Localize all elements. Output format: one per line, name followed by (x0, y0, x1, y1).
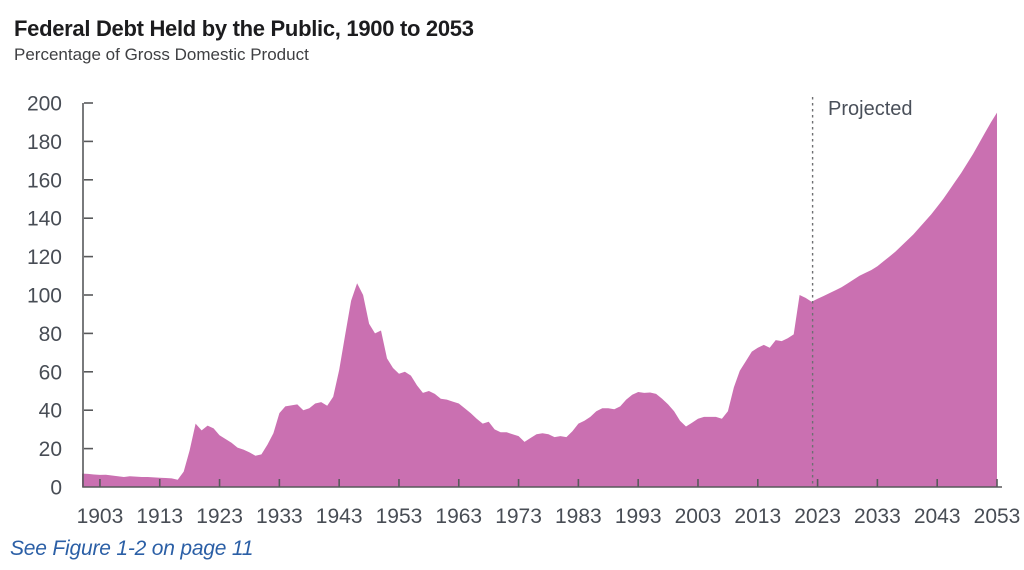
y-tick-label: 120 (27, 246, 62, 269)
x-tick-label: 2033 (854, 505, 901, 528)
debt-chart-svg: 0 20 40 60 80 100 120 140 160 180 200 1903 1913 1923 1… (27, 93, 1020, 529)
area-series-group (82, 112, 997, 487)
y-tick-label: 80 (39, 323, 62, 346)
y-tick-label: 180 (27, 131, 62, 154)
x-tick-label: 1993 (615, 505, 662, 528)
x-tick-label: 2043 (914, 505, 961, 528)
x-tick-label: 1953 (376, 505, 423, 528)
y-tick-label: 40 (39, 400, 62, 423)
chart-subtitle: Percentage of Gross Domestic Product (14, 45, 309, 64)
projected-label: Projected (828, 98, 913, 120)
debt-area (82, 112, 997, 487)
x-tick-label: 1923 (196, 505, 243, 528)
y-tick-label: 20 (39, 438, 62, 461)
x-tick-label: 2013 (734, 505, 781, 528)
x-tick-label: 2053 (974, 505, 1021, 528)
y-tick-label: 160 (27, 169, 62, 192)
y-tick-label: 100 (27, 285, 62, 308)
x-tick-label: 2003 (675, 505, 722, 528)
x-tick-label: 1903 (77, 505, 124, 528)
x-tick-label: 1973 (495, 505, 542, 528)
y-tick-label: 200 (27, 93, 62, 116)
y-tick-label: 60 (39, 361, 62, 384)
figure-reference-link[interactable]: See Figure 1-2 on page 11 (10, 537, 254, 560)
x-tick-label: 1933 (256, 505, 303, 528)
axes-group (82, 102, 1002, 488)
x-tick-label: 1983 (555, 505, 602, 528)
axis-lines (82, 103, 1002, 488)
chart-title: Federal Debt Held by the Public, 1900 to… (14, 16, 474, 41)
x-tick-label: 1963 (435, 505, 482, 528)
x-tick-label: 1943 (316, 505, 363, 528)
x-tick-label: 1913 (136, 505, 183, 528)
x-tick-label: 2023 (794, 505, 841, 528)
y-tick-label: 0 (50, 477, 62, 500)
tick-labels-group: 0 20 40 60 80 100 120 140 160 180 200 1903 1913 1923 1… (27, 93, 1020, 529)
y-tick-label: 140 (27, 208, 62, 231)
